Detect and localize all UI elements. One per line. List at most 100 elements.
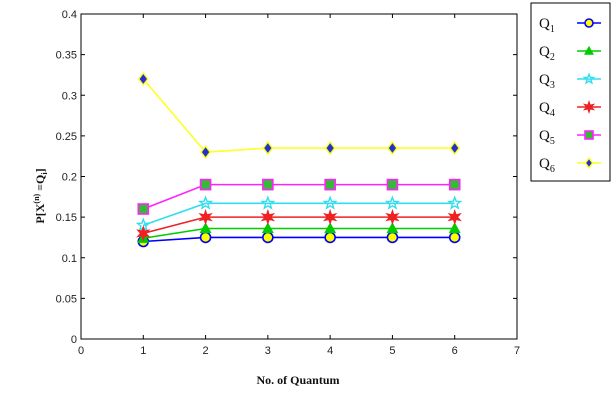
data-point-q2	[448, 222, 461, 234]
diamond-marker-shape	[200, 144, 211, 160]
circle-marker-shape	[448, 231, 461, 244]
series-line-q5	[142, 183, 455, 210]
y-label-subscript: i	[40, 172, 49, 175]
data-point-q3	[384, 195, 401, 210]
plot-frame	[80, 13, 518, 340]
legend-marker-q4	[582, 99, 596, 115]
y-tick-label: 0.3	[62, 90, 77, 102]
legend-marker-q6	[584, 157, 594, 169]
y-label-close: ]	[33, 168, 47, 172]
star-marker-shape	[582, 72, 596, 85]
circle-marker-shape	[324, 231, 336, 244]
data-point-q3	[197, 195, 214, 210]
data-point-q5	[386, 178, 399, 191]
x-tick-label: 7	[514, 345, 520, 357]
plot-background	[81, 14, 517, 339]
y-tick-label: 0.25	[56, 131, 77, 143]
plot-area	[81, 14, 517, 339]
legend-marker-q1	[584, 18, 594, 28]
legend-box	[530, 2, 611, 182]
circle-marker-shape	[262, 231, 274, 244]
y-tick-label: 0.15	[56, 212, 77, 224]
star-marker-shape	[384, 195, 401, 210]
y-tick-label: 0	[71, 334, 77, 346]
legend-label-q6: Q6	[539, 156, 555, 175]
star-marker-shape	[136, 225, 151, 242]
series-line-q4	[143, 216, 455, 235]
x-tick-label: 1	[140, 345, 146, 357]
legend-marker-q5	[584, 130, 594, 140]
data-point-q1	[448, 231, 461, 244]
diamond-marker-shape	[584, 157, 594, 169]
star-marker-shape	[385, 208, 400, 226]
star-marker-shape	[260, 195, 276, 210]
data-point-q1	[324, 231, 336, 244]
diamond-marker-shape	[387, 140, 398, 156]
square-marker-shape	[262, 178, 274, 191]
y-label-superscript: (n)	[32, 193, 41, 203]
circle-marker-shape	[584, 18, 594, 28]
star-marker-shape	[260, 208, 276, 226]
data-point-q4	[385, 208, 400, 226]
data-point-q3	[260, 195, 276, 210]
square-marker-shape	[199, 178, 212, 191]
y-axis-label: P[X(n) =Qi]	[32, 168, 49, 223]
data-point-q5	[448, 178, 461, 191]
y-tick-label: 0.2	[62, 172, 77, 184]
data-point-q1	[386, 231, 399, 244]
x-tick-label: 3	[265, 345, 271, 357]
data-point-q6	[200, 144, 211, 160]
data-point-q2	[199, 222, 212, 234]
square-marker-shape	[324, 178, 336, 191]
square-marker-shape	[137, 203, 150, 215]
legend-label-q4: Q4	[539, 100, 555, 119]
square-marker-shape	[386, 178, 399, 191]
x-tick-label: 4	[327, 345, 333, 357]
y-tick-label: 0.35	[56, 50, 77, 62]
x-tick-label: 5	[389, 345, 395, 357]
data-point-q1	[199, 231, 212, 244]
data-point-q6	[324, 140, 336, 156]
data-point-q6	[137, 71, 149, 87]
x-axis-label: No. of Quantum	[256, 373, 339, 387]
data-point-q6	[387, 140, 398, 156]
star-marker-shape	[197, 195, 214, 210]
data-point-q2	[324, 222, 337, 234]
star-marker-shape	[198, 208, 213, 226]
square-marker-shape	[584, 130, 594, 140]
triangle-marker-shape	[324, 222, 337, 234]
data-point-q5	[262, 178, 274, 191]
data-point-q5	[324, 178, 336, 191]
legend-label-q1: Q1	[539, 16, 555, 35]
diamond-marker-shape	[324, 140, 336, 156]
x-tick-label: 0	[78, 345, 84, 357]
legend-marker-q3	[582, 72, 596, 85]
triangle-marker-shape	[386, 222, 399, 234]
data-point-q3	[447, 195, 463, 210]
data-point-q5	[137, 203, 150, 215]
diamond-marker-shape	[137, 71, 149, 87]
data-point-q4	[136, 225, 151, 242]
data-point-q2	[386, 222, 399, 234]
y-label-q: Q	[33, 175, 47, 184]
circle-marker-shape	[199, 231, 212, 244]
square-marker-shape	[448, 178, 461, 191]
series-line-q6	[142, 78, 455, 153]
y-label-x: X	[33, 203, 47, 212]
data-point-q6	[449, 140, 461, 156]
legend-label-q3: Q3	[539, 72, 555, 91]
y-tick-label: 0.05	[56, 293, 77, 305]
x-tick-label: 6	[452, 345, 458, 357]
y-tick-label: 0.4	[62, 9, 77, 21]
y-tick-label: 0.1	[62, 253, 77, 265]
data-point-q4	[447, 208, 462, 226]
series-line-q2	[143, 227, 455, 240]
star-marker-shape	[322, 195, 338, 210]
legend-label-q5: Q5	[539, 128, 555, 147]
legend-label-q2: Q2	[539, 44, 555, 63]
legend: Q1 Q2 Q3 Q4 Q5 Q6	[530, 2, 611, 182]
data-point-q4	[322, 208, 338, 226]
star-marker-shape	[582, 99, 596, 115]
legend-marker-q2	[583, 45, 595, 55]
